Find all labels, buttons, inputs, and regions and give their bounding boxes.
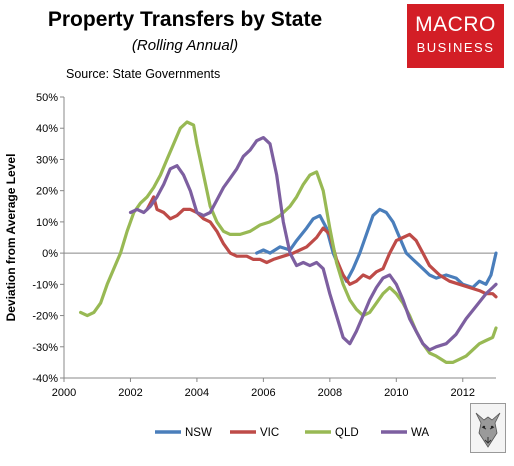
macrobusiness-logo: MACRO BUSINESS bbox=[407, 4, 504, 68]
y-tick-label: 40% bbox=[36, 123, 58, 135]
series-line-wa bbox=[128, 136, 498, 352]
x-tick-label: 2000 bbox=[52, 387, 76, 399]
chart-subtitle: (Rolling Annual) bbox=[131, 37, 239, 54]
series-line-qld bbox=[79, 120, 498, 364]
y-tick-label: 20% bbox=[36, 186, 58, 198]
x-tick-label: 2012 bbox=[451, 387, 475, 399]
y-tick-label: -20% bbox=[32, 311, 58, 323]
y-tick-label: 0% bbox=[42, 248, 58, 260]
x-tick-label: 2006 bbox=[251, 387, 275, 399]
x-tick-label: 2004 bbox=[185, 387, 209, 399]
source-note: Source: State Governments bbox=[66, 67, 221, 81]
y-tick-label: -10% bbox=[32, 279, 58, 291]
series-line-vic bbox=[145, 195, 498, 299]
y-axis-label: Deviation from Average Level bbox=[4, 154, 18, 322]
y-tick-label: -30% bbox=[32, 342, 58, 354]
legend-label-wa: WA bbox=[411, 427, 429, 439]
wolf-logo-icon bbox=[470, 403, 506, 453]
legend-label-qld: QLD bbox=[335, 427, 359, 439]
y-tick-label: -40% bbox=[32, 373, 58, 385]
y-tick-label: 30% bbox=[36, 154, 58, 166]
legend-label-vic: VIC bbox=[260, 427, 279, 439]
legend-label-nsw: NSW bbox=[185, 427, 212, 439]
y-tick-label: 10% bbox=[36, 217, 58, 229]
logo-line-1: MACRO bbox=[415, 13, 496, 36]
x-tick-label: 2010 bbox=[384, 387, 408, 399]
x-tick-label: 2008 bbox=[318, 387, 342, 399]
chart-title: Property Transfers by State bbox=[47, 8, 323, 31]
x-tick-label: 2002 bbox=[118, 387, 142, 399]
series-line-nsw bbox=[255, 207, 498, 290]
logo-line-2: BUSINESS bbox=[416, 40, 495, 55]
y-tick-label: 50% bbox=[36, 92, 58, 104]
